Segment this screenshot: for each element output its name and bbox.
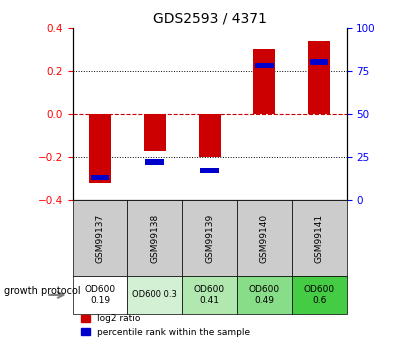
Text: OD600
0.19: OD600 0.19 [84,285,116,305]
Text: GSM99140: GSM99140 [260,214,269,263]
Bar [310,59,328,65]
Bar [200,168,219,174]
Text: growth protocol: growth protocol [4,286,81,296]
Bar [144,114,166,150]
Text: OD600 0.3: OD600 0.3 [132,290,177,299]
Bar [89,114,111,183]
Text: OD600
0.41: OD600 0.41 [194,285,225,305]
Text: GSM99141: GSM99141 [315,214,324,263]
Text: GSM99139: GSM99139 [205,214,214,263]
Title: GDS2593 / 4371: GDS2593 / 4371 [153,11,266,25]
Text: OD600
0.49: OD600 0.49 [249,285,280,305]
Text: OD600
0.6: OD600 0.6 [303,285,335,305]
Bar [145,159,164,165]
Text: GSM99137: GSM99137 [96,214,104,263]
Bar [253,49,275,114]
Bar [308,41,330,114]
Legend: log2 ratio, percentile rank within the sample: log2 ratio, percentile rank within the s… [77,311,253,341]
Text: GSM99138: GSM99138 [150,214,159,263]
Bar [199,114,220,157]
Bar [91,175,109,180]
Bar [255,63,274,68]
